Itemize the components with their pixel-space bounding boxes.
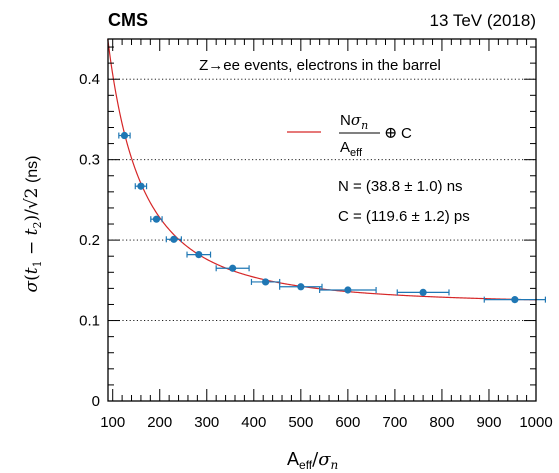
point-marker [120, 131, 129, 140]
x-tick-label: 500 [288, 414, 313, 431]
x-tick-label: 600 [335, 414, 360, 431]
data-point [483, 296, 547, 304]
experiment-label: CMS [108, 10, 148, 30]
y-tick-label: 0.2 [79, 232, 100, 249]
y-tick-label: 0.4 [79, 71, 100, 88]
x-tick-label: 400 [241, 414, 266, 431]
point-marker [261, 278, 270, 286]
y-axis-title: σ(t1 − t2)/√2 (ns) [22, 155, 44, 292]
point-marker [137, 182, 145, 190]
data-point [150, 215, 163, 223]
point-marker [229, 264, 237, 272]
axis-ticks: 0 0.1 0.2 0.3 0.4 100 200 300 400 500 600 700 800 900… [79, 39, 553, 431]
x-tick-label: 100 [100, 414, 125, 431]
data-points [118, 131, 547, 304]
point-marker [511, 296, 519, 304]
x-tick-label: 1000 [519, 414, 552, 431]
svg-text:Nσn: Nσn [340, 111, 368, 132]
data-point [165, 235, 182, 243]
point-marker [152, 215, 161, 223]
data-point [319, 286, 377, 294]
x-axis-title: Aeff/σn [287, 449, 338, 472]
data-point [215, 264, 250, 272]
plot-annotation: Z→ee events, electrons in the barrel [199, 57, 441, 74]
point-marker [195, 250, 203, 259]
point-marker [297, 283, 305, 291]
point-marker [344, 286, 352, 294]
legend-formula: Nσn Aeff ⊕ C [339, 111, 412, 159]
svg-text:C: C [401, 125, 412, 142]
x-tick-label: 700 [382, 414, 407, 431]
fit-curve-group [107, 38, 536, 301]
data-point [250, 278, 281, 286]
data-point [396, 288, 450, 296]
fit-parameter-c: C = (119.6 ± 1.2) ps [338, 208, 470, 225]
data-point [186, 250, 212, 259]
y-tick-label: 0.1 [79, 313, 100, 330]
data-point [279, 283, 323, 291]
point-marker [419, 288, 427, 296]
svg-text:Aeff/σn: Aeff/σn [287, 449, 338, 472]
svg-text:Aeff: Aeff [340, 139, 363, 159]
x-tick-label: 300 [194, 414, 219, 431]
svg-text:σ(t1 − t2)/√2 (ns): σ(t1 − t2)/√2 (ns) [22, 155, 44, 292]
energy-label: 13 TeV (2018) [430, 11, 536, 30]
legend: Nσn Aeff ⊕ C N = (38.8 ± 1.0) ns C = (11… [287, 111, 470, 225]
grid-lines [108, 78, 536, 322]
plot-frame [107, 38, 537, 402]
x-tick-label: 200 [147, 414, 172, 431]
fit-curve [107, 38, 536, 301]
data-point [134, 182, 148, 190]
x-tick-label: 900 [476, 414, 501, 431]
point-marker [170, 235, 178, 243]
data-point [118, 131, 131, 140]
x-tick-label: 800 [429, 414, 454, 431]
y-tick-label: 0.3 [79, 152, 100, 169]
y-tick-label: 0 [92, 393, 100, 410]
fit-parameter-n: N = (38.8 ± 1.0) ns [338, 178, 463, 195]
svg-text:⊕: ⊕ [384, 123, 397, 142]
